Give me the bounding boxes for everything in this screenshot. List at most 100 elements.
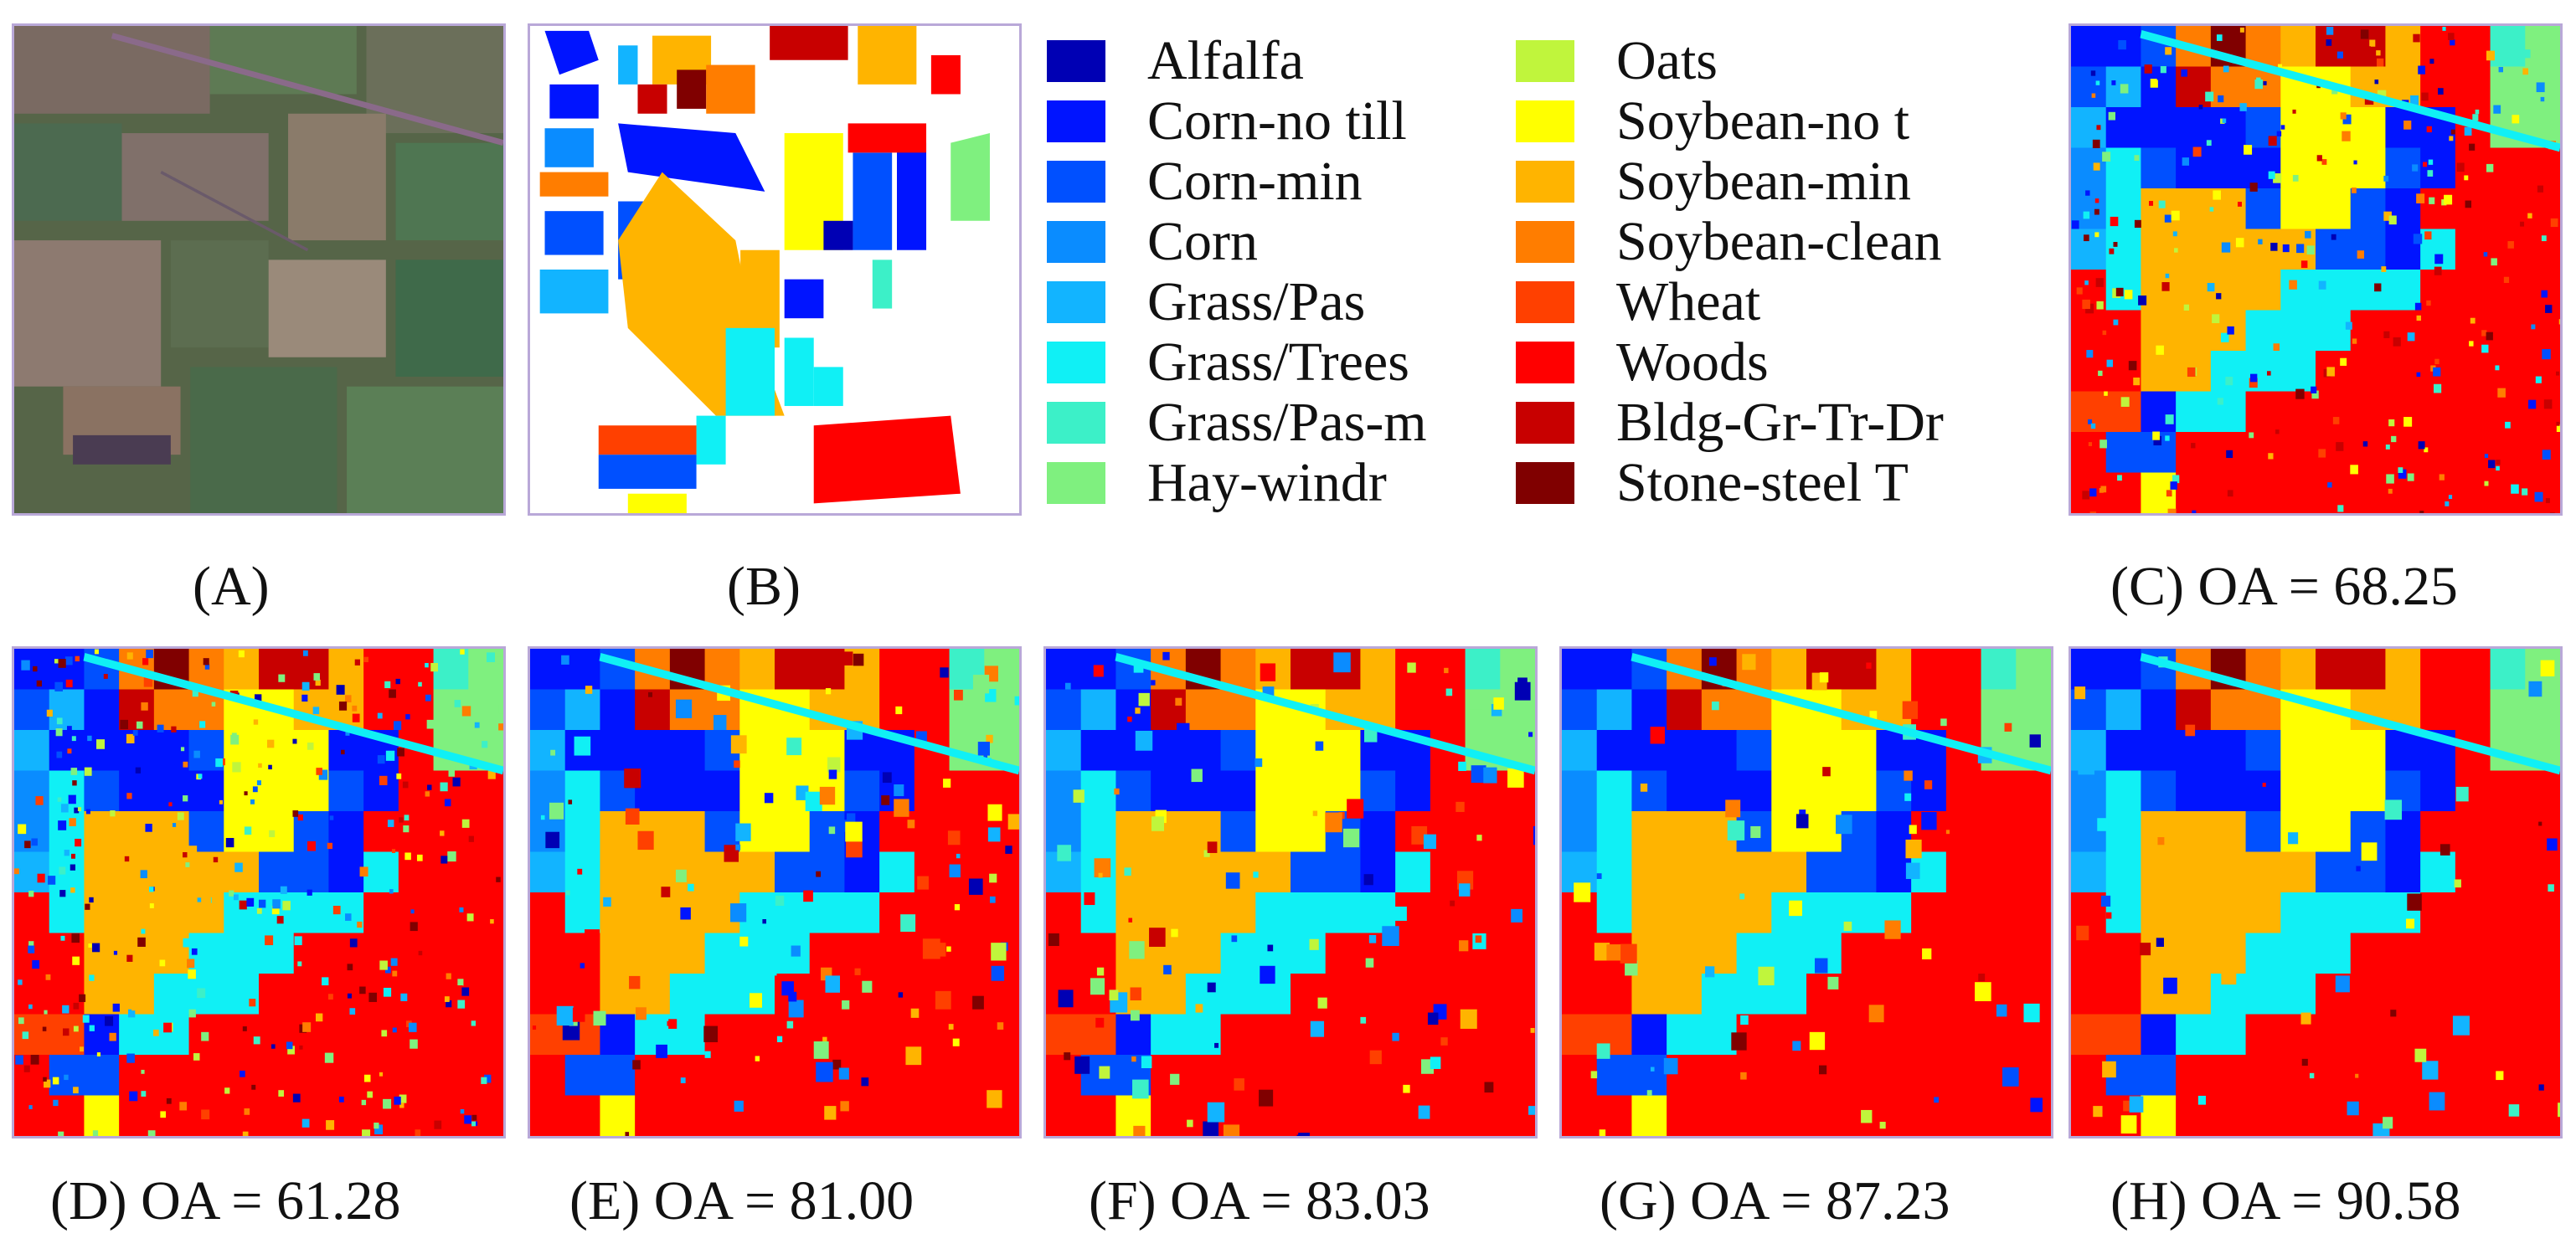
map-noise	[948, 1024, 954, 1030]
map-noise	[2216, 34, 2223, 41]
map-noise	[1924, 780, 1933, 789]
map-noise	[2327, 482, 2332, 488]
map-field	[2105, 933, 2142, 974]
map-field	[1185, 933, 1222, 974]
map-noise	[749, 993, 762, 1008]
map-noise	[94, 649, 99, 655]
map-field	[1911, 974, 1947, 1015]
map-noise	[230, 734, 240, 745]
map-noise	[45, 974, 51, 980]
map-noise	[271, 906, 280, 915]
map-noise	[402, 781, 409, 789]
map-noise	[159, 959, 166, 967]
map-field	[14, 730, 50, 772]
map-noise	[113, 950, 118, 955]
map-noise	[168, 802, 173, 807]
map-noise	[256, 780, 261, 785]
map-field	[1500, 1014, 1535, 1056]
map-field	[2141, 730, 2177, 772]
map-noise	[2300, 1012, 2311, 1025]
map-noise	[846, 813, 856, 824]
map-noise	[1309, 938, 1319, 950]
map-field	[328, 851, 364, 893]
map-noise	[120, 719, 128, 730]
map-field	[1701, 974, 1738, 1015]
map-noise	[2164, 214, 2172, 223]
map-noise	[65, 679, 73, 688]
map-noise	[2414, 1048, 2427, 1062]
map-noise	[2156, 938, 2164, 947]
map-noise	[215, 758, 224, 768]
map-field	[914, 1095, 951, 1136]
map-noise	[2483, 252, 2488, 257]
map-noise	[1861, 1109, 1873, 1123]
map-noise	[1484, 1082, 1494, 1093]
map-noise	[2185, 724, 2196, 737]
map-field	[2071, 851, 2107, 893]
map-noise	[574, 736, 591, 756]
map-noise	[415, 1129, 421, 1136]
map-noise	[21, 660, 30, 671]
map-noise	[461, 706, 471, 717]
map-noise	[1163, 964, 1172, 974]
map-noise	[786, 1020, 794, 1029]
map-noise	[2427, 170, 2434, 177]
map-field	[949, 892, 986, 934]
map-noise	[2434, 358, 2439, 365]
map-road	[1115, 652, 1535, 775]
classification-map-e	[528, 646, 1022, 1138]
map-noise	[1727, 820, 1745, 840]
map-noise	[2123, 1100, 2132, 1112]
map-field	[2141, 770, 2177, 812]
map-field	[530, 892, 566, 934]
map-field	[1596, 649, 1633, 691]
map-noise	[2362, 441, 2368, 447]
map-field	[1562, 649, 1598, 691]
legend-swatch	[1047, 221, 1105, 263]
map-noise	[54, 659, 59, 664]
map-field	[2105, 270, 2142, 311]
map-field	[2245, 974, 2282, 1015]
map-noise	[357, 921, 363, 928]
map-noise	[895, 706, 903, 715]
map-noise	[1940, 718, 1947, 727]
map-field	[2385, 851, 2421, 893]
map-noise	[2102, 330, 2107, 336]
map-noise	[244, 791, 248, 796]
map-field	[1771, 851, 1807, 893]
map-noise	[1207, 982, 1216, 993]
map-field	[2490, 770, 2527, 812]
map-noise	[585, 929, 600, 947]
map-noise	[1444, 667, 1449, 674]
map-field	[1911, 1014, 1947, 1056]
map-noise	[739, 936, 749, 947]
map-noise	[254, 694, 262, 703]
map-noise	[2507, 241, 2514, 249]
map-noise	[30, 1055, 39, 1065]
map-field	[1291, 770, 1327, 812]
map-field	[704, 770, 741, 812]
map-field	[2385, 391, 2421, 433]
map-noise	[845, 821, 863, 842]
map-field	[2350, 730, 2387, 772]
map-field	[1080, 933, 1117, 974]
legend-label: Wheat	[1616, 271, 1761, 332]
map-field	[2210, 107, 2247, 149]
map-field	[1876, 1095, 1912, 1136]
map-field	[398, 1014, 435, 1056]
map-noise	[943, 779, 951, 788]
map-noise	[315, 679, 321, 686]
map-noise	[2465, 200, 2472, 208]
map-noise	[2527, 213, 2532, 218]
map-field	[2016, 811, 2051, 853]
map-noise	[2030, 795, 2043, 810]
map-field	[2176, 1095, 2212, 1136]
map-noise	[1476, 835, 1482, 841]
map-noise	[54, 681, 63, 691]
map-noise	[1382, 926, 1399, 947]
map-noise	[1650, 1067, 1655, 1072]
map-field	[2316, 770, 2352, 812]
map-field	[879, 933, 915, 974]
map-noise	[946, 946, 951, 952]
legend-swatch	[1047, 281, 1105, 323]
